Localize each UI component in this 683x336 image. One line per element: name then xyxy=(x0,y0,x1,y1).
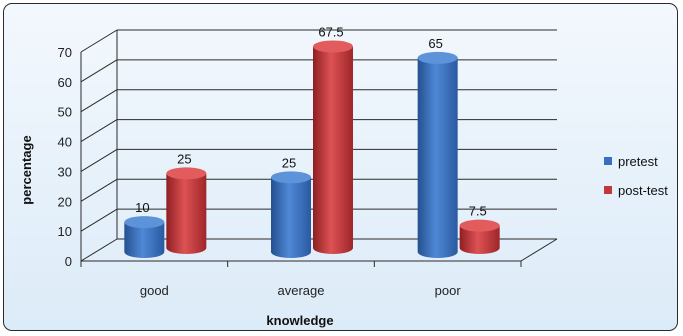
legend-swatch-pretest xyxy=(604,157,612,165)
legend-label-pretest: pretest xyxy=(618,154,658,169)
legend-label-post-test: post-test xyxy=(618,183,668,198)
y-tick-label: 10 xyxy=(58,224,72,239)
bar-pretest-poor xyxy=(417,51,458,258)
gridline-diagonal xyxy=(80,149,118,172)
gridline-diagonal xyxy=(80,89,118,113)
bar-top xyxy=(459,219,500,232)
y-tick-label: 50 xyxy=(58,105,72,120)
x-tick-label: average xyxy=(278,283,325,298)
gridline-diagonal xyxy=(80,29,118,53)
y-tick-label: 30 xyxy=(58,164,72,179)
gridline-diagonal xyxy=(80,178,118,202)
gridline-diagonal xyxy=(80,208,118,232)
y-tick-label: 60 xyxy=(58,75,72,90)
x-tick-label: poor xyxy=(435,283,462,298)
y-tick-label: 0 xyxy=(65,254,72,269)
bar-body xyxy=(124,222,165,258)
bar-body xyxy=(313,46,353,254)
x-axis-title: knowledge xyxy=(266,313,333,328)
bar-pretest-average xyxy=(271,171,311,258)
data-label-post-test-good: 25 xyxy=(177,151,191,166)
gridline-diagonal xyxy=(80,238,118,262)
axes: 0 10 20 30 40 50 60 70 good average poor xyxy=(58,30,558,298)
gridline-diagonal xyxy=(80,59,118,83)
chart-frame: 0 10 20 30 40 50 60 70 good average poor 10 25 25 67.… xyxy=(3,3,678,331)
bar-chart: 0 10 20 30 40 50 60 70 good average poor 10 25 25 67.… xyxy=(19,24,668,328)
bars xyxy=(124,40,500,258)
bar-pretest-good xyxy=(124,216,165,258)
bar-post-test-average xyxy=(313,40,353,254)
bar-top xyxy=(313,40,353,53)
data-label-pretest-good: 10 xyxy=(135,200,149,215)
y-tick-label: 70 xyxy=(58,45,72,60)
bar-post-test-good xyxy=(166,167,207,254)
bar-body xyxy=(459,225,500,254)
bar-body xyxy=(271,177,311,258)
x-tick-label: good xyxy=(140,283,169,298)
bar-body xyxy=(417,57,458,258)
gridline-diagonal xyxy=(80,119,118,142)
y-tick-label: 20 xyxy=(58,194,72,209)
legend: pretest post-test xyxy=(604,154,668,198)
floor-edge xyxy=(520,238,558,262)
bar-top xyxy=(124,216,165,229)
bar-body xyxy=(166,173,207,254)
bar-top xyxy=(417,51,458,64)
data-label-post-test-average: 67.5 xyxy=(318,24,343,39)
data-label-pretest-poor: 65 xyxy=(428,36,442,51)
legend-swatch-post-test xyxy=(604,186,612,194)
y-axis-title: percentage xyxy=(19,135,34,204)
bar-top xyxy=(166,167,207,180)
bar-post-test-poor xyxy=(459,219,500,254)
data-label-post-test-poor: 7.5 xyxy=(469,204,487,219)
data-label-pretest-average: 25 xyxy=(282,155,296,170)
bar-top xyxy=(271,171,311,184)
data-labels: 10 25 25 67.5 65 7.5 xyxy=(135,24,487,218)
y-tick-label: 40 xyxy=(58,135,72,150)
